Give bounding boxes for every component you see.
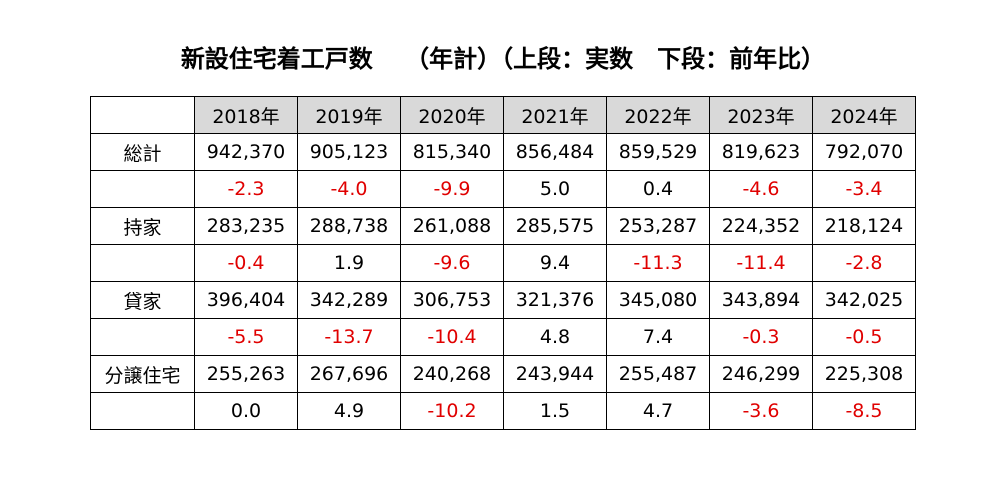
yoy-cell: 1.5	[503, 392, 607, 430]
year-header: 2021年	[503, 96, 607, 134]
yoy-cell: -4.6	[709, 170, 813, 208]
value-cell: 342,025	[812, 281, 916, 319]
value-cell: 243,944	[503, 355, 607, 393]
yoy-cell: -9.6	[400, 244, 504, 282]
yoy-cell: -10.4	[400, 318, 504, 356]
yoy-cell: -13.7	[297, 318, 401, 356]
value-cell: 246,299	[709, 355, 813, 393]
yoy-cell: 9.4	[503, 244, 607, 282]
yoy-cell: -11.3	[606, 244, 710, 282]
value-cell: 253,287	[606, 207, 710, 245]
corner-cell	[90, 96, 195, 134]
table-row-actual: 貸家 396,404 342,289 306,753 321,376 345,080 343…	[90, 281, 916, 319]
year-header: 2024年	[812, 96, 916, 134]
value-cell: 255,487	[606, 355, 710, 393]
yoy-cell: -5.5	[194, 318, 298, 356]
year-header: 2020年	[400, 96, 504, 134]
table-row-yoy: -5.5 -13.7 -10.4 4.8 7.4 -0.3 -0.5	[90, 318, 916, 356]
yoy-cell: 4.7	[606, 392, 710, 430]
year-header: 2019年	[297, 96, 401, 134]
yoy-cell: 7.4	[606, 318, 710, 356]
value-cell: 815,340	[400, 133, 504, 171]
row-label: 持家	[90, 207, 195, 245]
value-cell: 285,575	[503, 207, 607, 245]
value-cell: 261,088	[400, 207, 504, 245]
header-row: 2018年 2019年 2020年 2021年 2022年 2023年 2024…	[90, 96, 916, 134]
housing-starts-table: 2018年 2019年 2020年 2021年 2022年 2023年 2024…	[90, 96, 916, 430]
row-label	[90, 170, 195, 208]
value-cell: 942,370	[194, 133, 298, 171]
yoy-cell: 0.4	[606, 170, 710, 208]
value-cell: 856,484	[503, 133, 607, 171]
value-cell: 283,235	[194, 207, 298, 245]
yoy-cell: -0.5	[812, 318, 916, 356]
value-cell: 218,124	[812, 207, 916, 245]
yoy-cell: -2.8	[812, 244, 916, 282]
yoy-cell: -0.4	[194, 244, 298, 282]
yoy-cell: -8.5	[812, 392, 916, 430]
value-cell: 306,753	[400, 281, 504, 319]
yoy-cell: -2.3	[194, 170, 298, 208]
yoy-cell: -3.6	[709, 392, 813, 430]
value-cell: 240,268	[400, 355, 504, 393]
value-cell: 288,738	[297, 207, 401, 245]
value-cell: 345,080	[606, 281, 710, 319]
yoy-cell: 1.9	[297, 244, 401, 282]
yoy-cell: -3.4	[812, 170, 916, 208]
yoy-cell: -0.3	[709, 318, 813, 356]
year-header: 2018年	[194, 96, 298, 134]
yoy-cell: -4.0	[297, 170, 401, 208]
year-header: 2022年	[606, 96, 710, 134]
yoy-cell: 0.0	[194, 392, 298, 430]
value-cell: 224,352	[709, 207, 813, 245]
table-row-actual: 分譲住宅 255,263 267,696 240,268 243,944 255,487 2…	[90, 355, 916, 393]
table-row-yoy: -2.3 -4.0 -9.9 5.0 0.4 -4.6 -3.4	[90, 170, 916, 208]
row-label	[90, 318, 195, 356]
yoy-cell: 5.0	[503, 170, 607, 208]
table-row-yoy: 0.0 4.9 -10.2 1.5 4.7 -3.6 -8.5	[90, 392, 916, 430]
value-cell: 321,376	[503, 281, 607, 319]
table-row-actual: 総計 942,370 905,123 815,340 856,484 859,529 819…	[90, 133, 916, 171]
row-label: 総計	[90, 133, 195, 171]
value-cell: 267,696	[297, 355, 401, 393]
value-cell: 343,894	[709, 281, 813, 319]
table-row-yoy: -0.4 1.9 -9.6 9.4 -11.3 -11.4 -2.8	[90, 244, 916, 282]
yoy-cell: -11.4	[709, 244, 813, 282]
yoy-cell: 4.8	[503, 318, 607, 356]
row-label	[90, 244, 195, 282]
value-cell: 905,123	[297, 133, 401, 171]
value-cell: 396,404	[194, 281, 298, 319]
page-title: 新設住宅着工戸数 （年計）（上段：実数 下段：前年比）	[180, 45, 826, 73]
value-cell: 342,289	[297, 281, 401, 319]
value-cell: 819,623	[709, 133, 813, 171]
year-header: 2023年	[709, 96, 813, 134]
value-cell: 255,263	[194, 355, 298, 393]
value-cell: 859,529	[606, 133, 710, 171]
yoy-cell: -9.9	[400, 170, 504, 208]
row-label: 分譲住宅	[90, 355, 195, 393]
yoy-cell: 4.9	[297, 392, 401, 430]
row-label: 貸家	[90, 281, 195, 319]
row-label	[90, 392, 195, 430]
table-row-actual: 持家 283,235 288,738 261,088 285,575 253,287 224…	[90, 207, 916, 245]
value-cell: 225,308	[812, 355, 916, 393]
value-cell: 792,070	[812, 133, 916, 171]
yoy-cell: -10.2	[400, 392, 504, 430]
